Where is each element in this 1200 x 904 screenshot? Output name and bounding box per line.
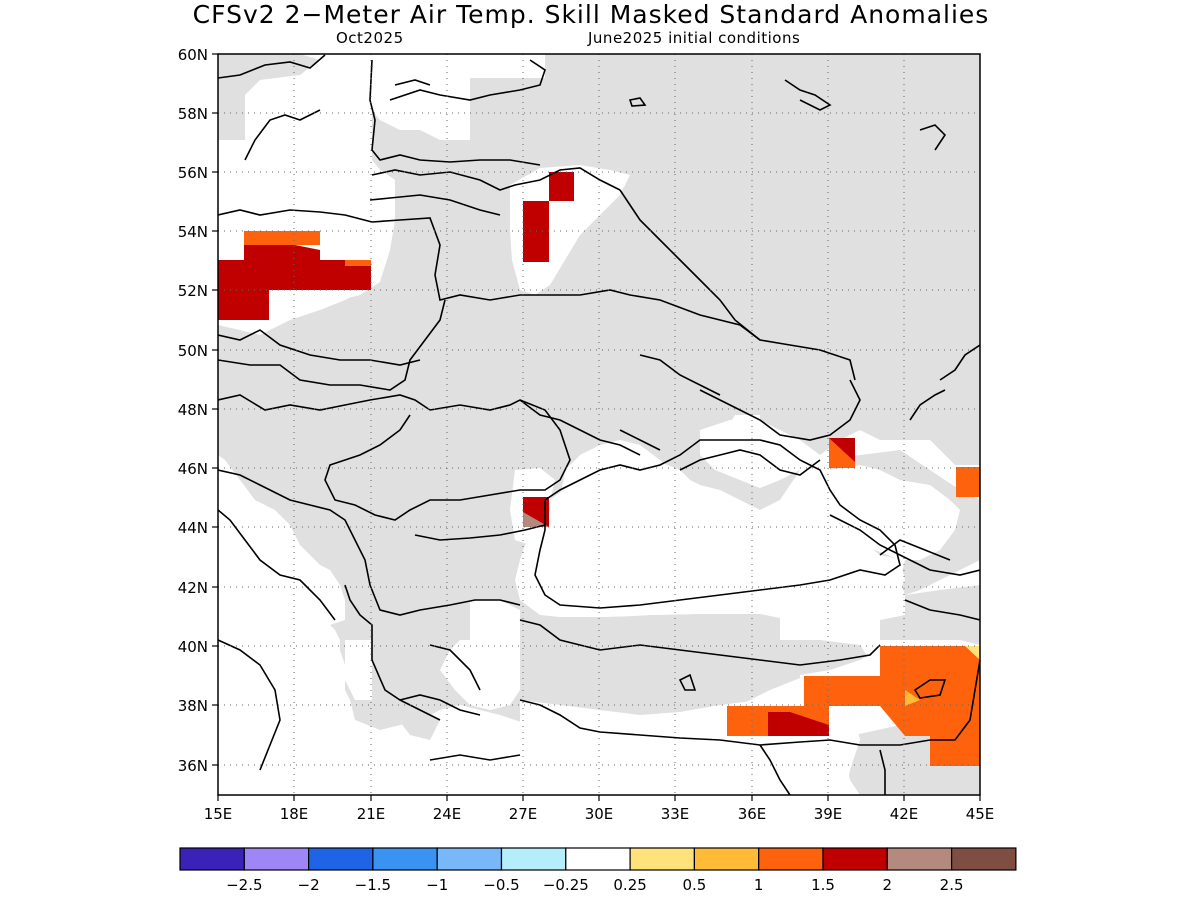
lon-label: 24E — [433, 805, 462, 823]
color-legend — [179, 847, 1017, 871]
legend-label: −2.5 — [226, 876, 262, 894]
legend-swatch — [436, 847, 503, 871]
legend-label: −1.5 — [355, 876, 391, 894]
lon-label: 27E — [509, 805, 538, 823]
legend-swatch — [950, 847, 1017, 871]
lat-label: 54N — [178, 223, 208, 241]
legend-label: 2 — [883, 876, 893, 894]
legend-swatch — [758, 847, 824, 871]
lon-label: 42E — [890, 805, 919, 823]
lon-label: 39E — [814, 805, 843, 823]
lon-label: 33E — [661, 805, 690, 823]
legend-swatch — [822, 847, 888, 871]
valid-month-label: Oct2025 — [336, 29, 404, 47]
lat-label: 46N — [178, 460, 208, 478]
lat-label: 58N — [178, 105, 208, 123]
lat-label: 44N — [178, 519, 208, 537]
legend-swatch — [629, 847, 695, 871]
legend-swatch — [565, 847, 631, 871]
lat-label: 56N — [178, 164, 208, 182]
legend-label: −0.5 — [483, 876, 519, 894]
borders — [218, 54, 980, 795]
lat-label: 48N — [178, 401, 208, 419]
lat-label: 60N — [178, 46, 208, 64]
legend-label: 0.5 — [682, 876, 706, 894]
legend-swatch — [500, 847, 567, 871]
anomaly-cells — [218, 172, 980, 766]
lat-label: 50N — [178, 342, 208, 360]
legend-label: 1.5 — [811, 876, 835, 894]
lat-label: 52N — [178, 282, 208, 300]
lat-label: 42N — [178, 579, 208, 597]
legend-label: 0.25 — [613, 876, 646, 894]
legend-label: −1 — [426, 876, 448, 894]
lon-label: 15E — [204, 805, 233, 823]
legend-swatch — [179, 847, 245, 871]
chart-title: CFSv2 2−Meter Air Temp. Skill Masked Sta… — [192, 0, 990, 29]
legend-swatch — [372, 847, 438, 871]
lat-label: 40N — [178, 638, 208, 656]
lon-label: 45E — [966, 805, 995, 823]
init-conditions-label: June2025 initial conditions — [588, 29, 801, 47]
legend-swatch — [308, 847, 374, 871]
lat-label: 38N — [178, 697, 208, 715]
latitude-labels: 60N 58N 56N 54N 52N 50N 48N 46N 44N 42N … — [178, 46, 208, 775]
lon-label: 36E — [738, 805, 767, 823]
lon-label: 21E — [357, 805, 386, 823]
lon-label: 30E — [585, 805, 614, 823]
legend-labels: −2.5 −2 −1.5 −1 −0.5 −0.25 0.25 0.5 1 1.5 2 2.5 — [226, 876, 963, 894]
legend-label: −0.25 — [543, 876, 589, 894]
legend-swatch — [886, 847, 953, 871]
gridlines — [218, 54, 980, 795]
lat-label: 36N — [178, 757, 208, 775]
legend-label: 2.5 — [940, 876, 964, 894]
axis-ticks — [212, 53, 981, 801]
legend-label: −2 — [298, 876, 320, 894]
legend-label: 1 — [754, 876, 764, 894]
legend-swatch — [693, 847, 760, 871]
longitude-labels: 15E 18E 21E 24E 27E 30E 33E 36E 39E 42E … — [204, 805, 995, 823]
lon-label: 18E — [280, 805, 309, 823]
legend-swatch — [243, 847, 310, 871]
